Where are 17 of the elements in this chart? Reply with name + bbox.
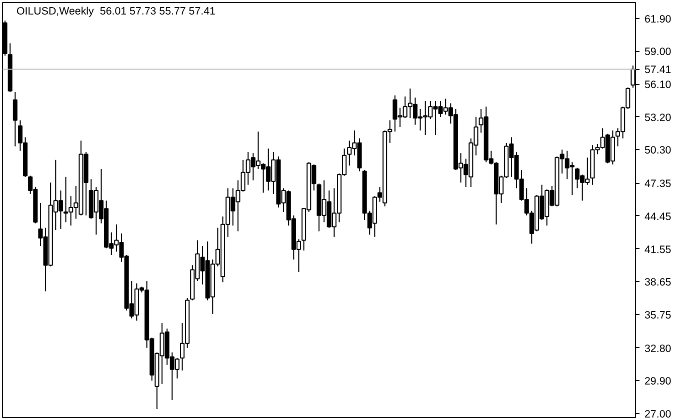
ref-line-label: 57.41 — [644, 64, 672, 76]
y-tick-label: 59.00 — [644, 46, 672, 58]
y-tick-label: 56.10 — [644, 79, 672, 92]
y-tick-label: 32.80 — [644, 342, 672, 355]
y-tick-label: 41.55 — [644, 244, 672, 256]
y-tick-label: 44.45 — [644, 210, 672, 223]
y-tick-label: 27.00 — [644, 408, 672, 419]
y-tick-label: 35.75 — [644, 309, 672, 322]
y-tick-label: 61.90 — [644, 13, 672, 26]
y-tick-label: 47.35 — [644, 178, 672, 190]
y-tick-label: 38.65 — [644, 276, 672, 289]
candlestick — [12, 91, 18, 147]
chart-subtitle: 56.01 57.73 55.77 57.41 — [100, 6, 216, 18]
chart-title: OILUSD,Weekly — [16, 6, 95, 18]
y-tick-label: 29.90 — [644, 376, 672, 388]
y-tick-label: 53.20 — [644, 112, 672, 124]
y-tick-label: 50.30 — [644, 144, 672, 157]
